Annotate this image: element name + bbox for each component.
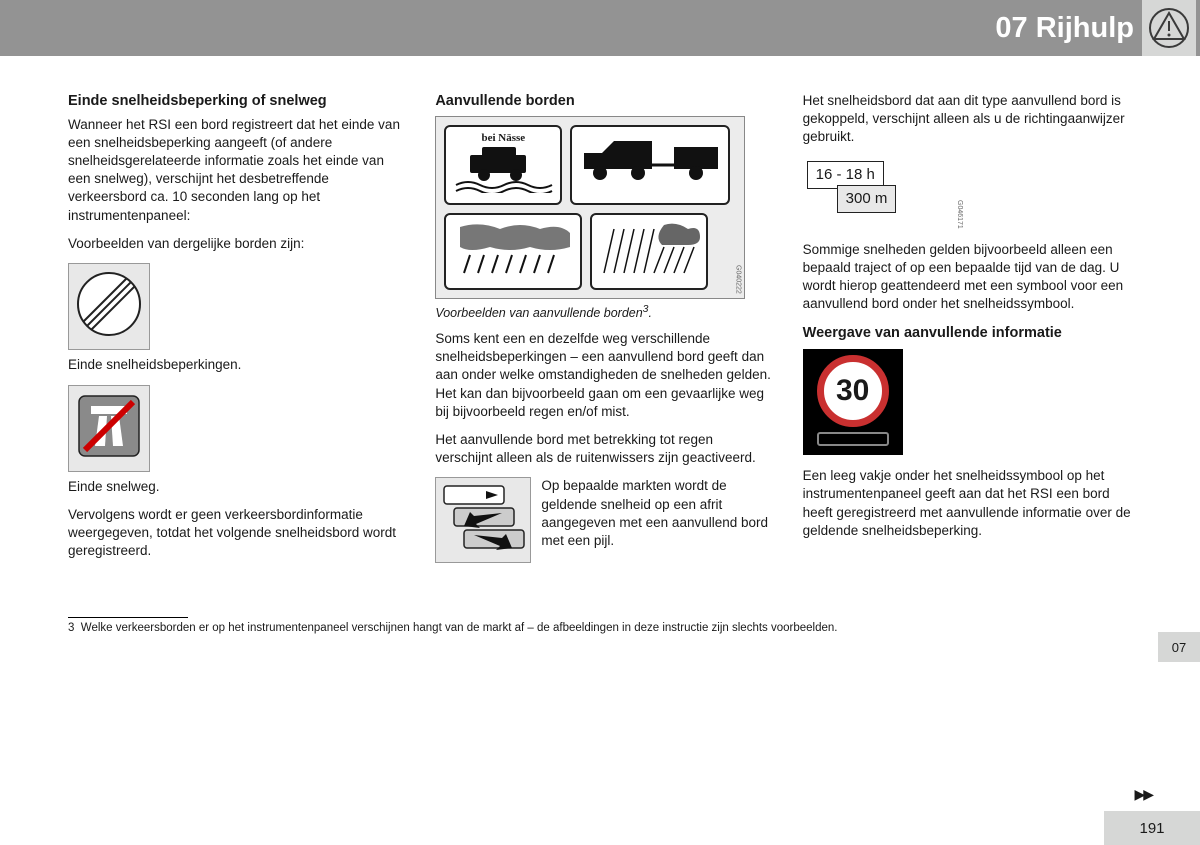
speed-display-symbol: 30 xyxy=(803,349,903,455)
warning-icon xyxy=(1142,0,1196,56)
column-2: Aanvullende borden bei Nässe xyxy=(435,92,772,577)
end-speed-caption: Einde snelheidsbeperkingen. xyxy=(68,356,405,374)
column-1: Einde snelheidsbeperking of snelweg Wann… xyxy=(68,92,405,577)
col3-para2: Sommige snelheden gelden bijvoorbeeld al… xyxy=(803,241,1140,314)
col2-para3: Op bepaalde markten wordt de geldende sn… xyxy=(541,477,772,550)
col1-para1: Wanneer het RSI een bord registreert dat… xyxy=(68,116,405,225)
wet-road-label: bei Nässe xyxy=(450,131,556,146)
col3-heading2: Weergave van aanvullende informatie xyxy=(803,324,1140,344)
continued-indicator: ▶▶ xyxy=(1134,786,1152,803)
end-motorway-sign xyxy=(68,385,150,472)
empty-info-box xyxy=(817,432,889,446)
figure-code-1: G040222 xyxy=(733,265,742,294)
col2-para2: Het aanvullende bord met betrekking tot … xyxy=(435,431,772,467)
page-footer: 191 xyxy=(0,805,1200,845)
side-chapter-tab: 07 xyxy=(1158,632,1200,662)
exit-arrow-signs: Op bepaalde markten wordt de geldende sn… xyxy=(435,477,772,568)
speed-value: 30 xyxy=(817,355,889,427)
chapter-title: 07 Rijhulp xyxy=(995,12,1134,45)
col2-para1: Soms kent een en dezelfde weg verschille… xyxy=(435,330,772,421)
footnote: 3 Welke verkeersborden er op het instrum… xyxy=(0,618,1200,634)
col1-para3: Vervolgens wordt er geen verkeersbordinf… xyxy=(68,506,405,561)
col1-heading: Einde snelheidsbeperking of snelweg xyxy=(68,92,405,112)
figure-code-2: G046171 xyxy=(955,200,964,229)
col2-heading: Aanvullende borden xyxy=(435,92,772,112)
end-motorway-caption: Einde snelweg. xyxy=(68,478,405,496)
col3-para3: Een leeg vakje onder het snelheidssymboo… xyxy=(803,467,1140,540)
end-speed-limit-sign xyxy=(68,263,150,350)
col1-para2: Voorbeelden van dergelijke borden zijn: xyxy=(68,235,405,253)
supplementary-signs-figure: bei Nässe xyxy=(435,116,745,299)
page-content: Einde snelheidsbeperking of snelweg Wann… xyxy=(0,76,1200,577)
page-header: 07 Rijhulp xyxy=(0,0,1200,56)
supp-signs-caption: Voorbeelden van aanvullende borden3. xyxy=(435,303,772,322)
page-number: 191 xyxy=(1104,811,1200,845)
col3-para1: Het snelheidsbord dat aan dit type aanvu… xyxy=(803,92,1140,147)
time-distance-signs: 16 - 18 h 300 m xyxy=(803,157,953,229)
column-3: Het snelheidsbord dat aan dit type aanvu… xyxy=(803,92,1140,577)
